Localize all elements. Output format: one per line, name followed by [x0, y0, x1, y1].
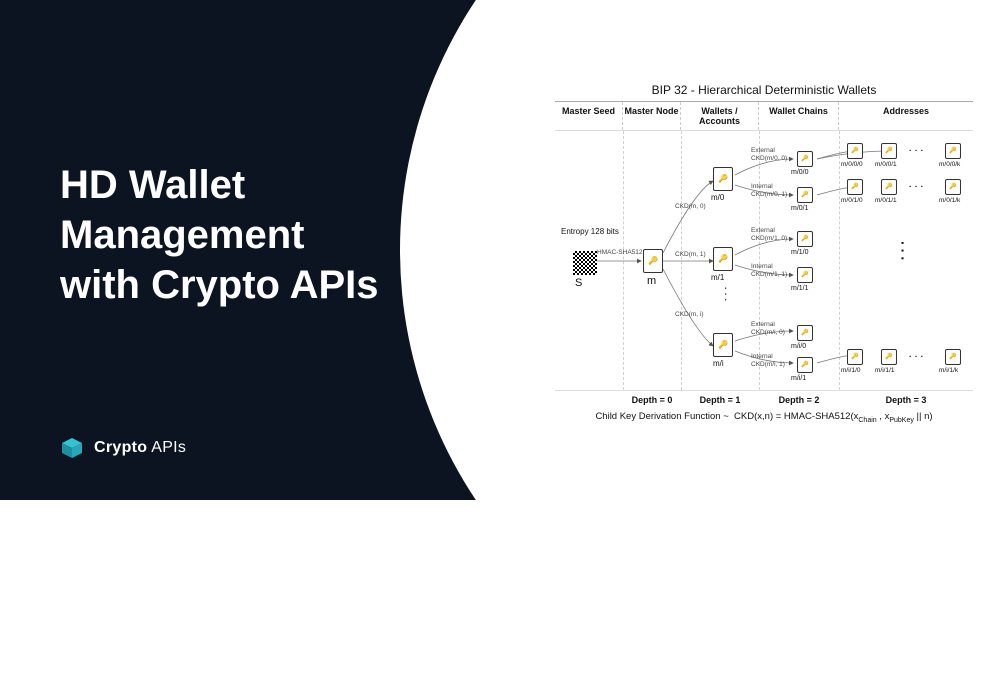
diagram-title: BIP 32 - Hierarchical Deterministic Wall… [555, 75, 973, 101]
col-addresses: Addresses [839, 102, 973, 130]
addr-i1l: m/i/1/1 [875, 367, 895, 374]
brand-cube-icon [60, 436, 84, 460]
depth-0: Depth = 0 [623, 395, 681, 405]
seed-node-label: S [575, 277, 582, 289]
master-node [643, 249, 663, 273]
addr-i0 [847, 349, 863, 365]
addr-kl: m/0/0/k [939, 161, 960, 168]
account-m1 [713, 247, 733, 271]
brand: Crypto APIs [60, 436, 186, 460]
diagram-body: Entropy 128 bits S HMAC-SHA512 m CKD(m, … [555, 130, 973, 390]
ckd-m01: CKD(m/0, 1) [751, 191, 787, 198]
chain-mi0 [797, 325, 813, 341]
account-m0-label: m/0 [711, 193, 724, 202]
chain-m01 [797, 187, 813, 203]
addr-ik [945, 349, 961, 365]
account-mi-label: m/i [713, 359, 724, 368]
depth-3: Depth = 3 [839, 395, 973, 405]
addr-dots-2: ··· [909, 181, 927, 191]
ckd-m11: CKD(m/1, 1) [751, 271, 787, 278]
chain-mi1-label: m/i/1 [791, 375, 806, 382]
account-mi [713, 333, 733, 357]
account-m0 [713, 167, 733, 191]
entropy-label: Entropy 128 bits [561, 227, 617, 236]
addr-dots-i: ··· [909, 351, 927, 361]
chain-mi0-label: m/i/0 [791, 343, 806, 350]
hmac-label: HMAC-SHA512 [597, 249, 643, 256]
chain-m00 [797, 151, 813, 167]
ext-m1: External [751, 227, 775, 234]
bip32-diagram: BIP 32 - Hierarchical Deterministic Wall… [555, 75, 973, 425]
addr-dots-1: ··· [909, 145, 927, 155]
int-m1: Internal [751, 263, 773, 270]
account-m1-label: m/1 [711, 273, 724, 282]
brand-name: Crypto APIs [94, 439, 186, 457]
addr-1 [881, 143, 897, 159]
ckd-mi0: CKD(m/i, 0) [751, 329, 785, 336]
addr-vert-dots: ··· [895, 241, 911, 264]
chain-m01-label: m/0/1 [791, 205, 809, 212]
brand-bold: Crypto [94, 439, 147, 456]
chain-m11 [797, 267, 813, 283]
ckd-mi1: CKD(m/i, 1) [751, 361, 785, 368]
addr-b1l: m/0/1/1 [875, 197, 897, 204]
brand-light: APIs [147, 439, 186, 456]
headline-line-1: HD Wallet [60, 163, 245, 207]
chain-m10-label: m/1/0 [791, 249, 809, 256]
addr-b0l: m/0/1/0 [841, 197, 863, 204]
col-chains: Wallet Chains [759, 102, 839, 130]
ckd-m0: CKD(m, 0) [675, 203, 706, 210]
formula: Child Key Derivation Function ~ CKD(x,n)… [555, 405, 973, 428]
int-m0: Internal [751, 183, 773, 190]
depth-1: Depth = 1 [681, 395, 759, 405]
addr-b1 [881, 179, 897, 195]
addr-k [945, 143, 961, 159]
addr-0 [847, 143, 863, 159]
accounts-dots: ··· [721, 287, 731, 305]
addr-1l: m/0/0/1 [875, 161, 897, 168]
ext-mi: External [751, 321, 775, 328]
ckd-m10: CKD(m/1, 0) [751, 235, 787, 242]
qr-icon [573, 251, 597, 275]
depth-blank [555, 395, 623, 405]
addr-i1 [881, 349, 897, 365]
ckd-m1: CKD(m, 1) [675, 251, 706, 258]
chain-m11-label: m/1/1 [791, 285, 809, 292]
chain-m00-label: m/0/0 [791, 169, 809, 176]
headline-line-2: Management [60, 213, 305, 257]
addr-0l: m/0/0/0 [841, 161, 863, 168]
chain-m10 [797, 231, 813, 247]
chain-mi1 [797, 357, 813, 373]
addr-bkl: m/0/1/k [939, 197, 960, 204]
int-mi: Internal [751, 353, 773, 360]
addr-i0l: m/i/1/0 [841, 367, 861, 374]
addr-ikl: m/i/1/k [939, 367, 958, 374]
master-label: m [647, 275, 656, 287]
ckd-m00: CKD(m/0, 0) [751, 155, 787, 162]
ext-m0: External [751, 147, 775, 154]
column-headers: Master Seed Master Node Wallets / Accoun… [555, 101, 973, 130]
ckd-mi: CKD(m, i) [675, 311, 704, 318]
addr-b0 [847, 179, 863, 195]
col-master: Master Node [623, 102, 681, 130]
page-title: HD Wallet Management with Crypto APIs [60, 160, 500, 310]
depth-row: Depth = 0 Depth = 1 Depth = 2 Depth = 3 [555, 390, 973, 405]
headline-line-3: with Crypto APIs [60, 263, 379, 307]
addr-bk [945, 179, 961, 195]
depth-2: Depth = 2 [759, 395, 839, 405]
col-accounts: Wallets / Accounts [681, 102, 759, 130]
col-seed: Master Seed [555, 102, 623, 130]
